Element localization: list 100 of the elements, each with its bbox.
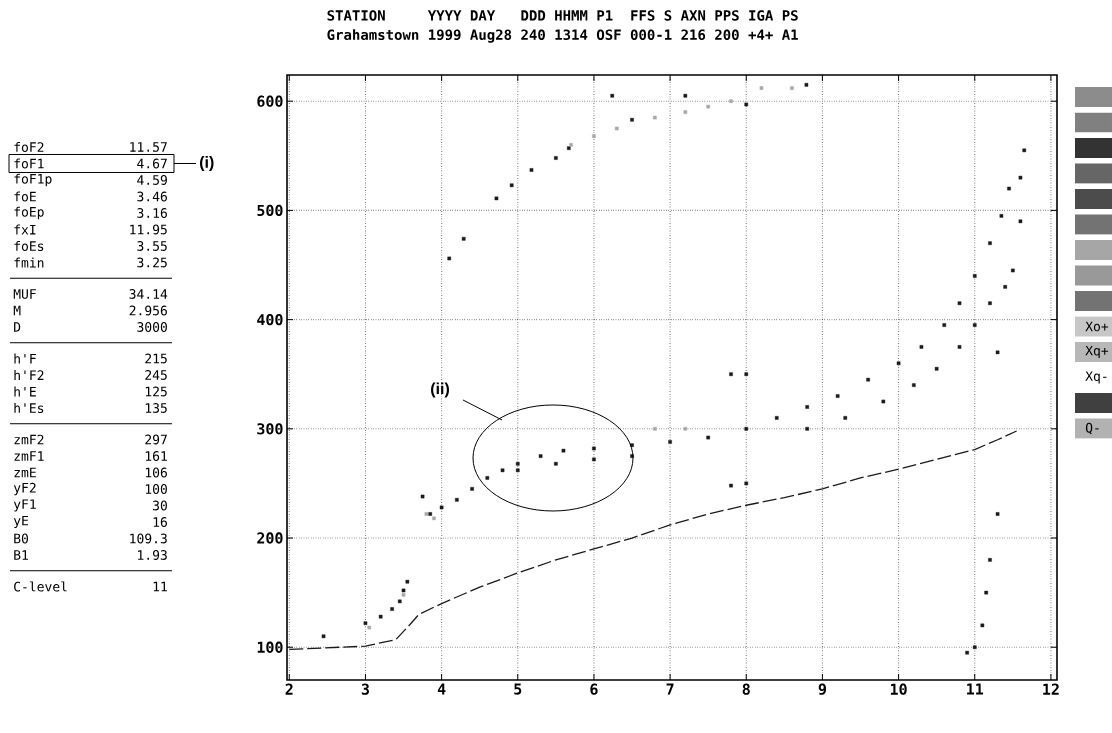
point xyxy=(1007,186,1011,191)
point xyxy=(515,468,520,473)
point xyxy=(378,614,383,619)
text: 4.67 xyxy=(137,158,167,169)
text: zmE xyxy=(14,467,36,478)
point xyxy=(610,93,615,98)
text: h'F xyxy=(14,353,36,364)
point xyxy=(896,361,901,366)
point xyxy=(881,399,886,404)
x-tick-label: 3 xyxy=(361,683,369,695)
text: 109.3 xyxy=(130,533,167,544)
point xyxy=(363,621,368,625)
point xyxy=(529,168,534,172)
point xyxy=(428,512,432,516)
text: 3.55 xyxy=(137,241,167,251)
point xyxy=(461,237,466,241)
point xyxy=(843,416,848,420)
point xyxy=(805,427,809,431)
text: fmin xyxy=(14,257,44,268)
point xyxy=(706,104,710,109)
point xyxy=(683,427,688,431)
text: 2.956 xyxy=(129,305,167,316)
point xyxy=(1011,268,1015,273)
point xyxy=(432,516,436,521)
text: foF2 xyxy=(14,141,44,153)
x-tick-label: 12 xyxy=(1043,683,1059,695)
point xyxy=(439,505,444,510)
text: foF1 xyxy=(14,158,44,169)
text: 4.59 xyxy=(137,175,167,185)
text: 11 xyxy=(153,581,167,592)
text: Q- xyxy=(1085,422,1099,435)
point xyxy=(984,590,988,595)
text: 11.95 xyxy=(130,224,167,235)
point xyxy=(1018,175,1023,180)
text: zmF2 xyxy=(14,434,44,445)
y-tick-label: 200 xyxy=(257,532,283,544)
point xyxy=(759,86,764,90)
point xyxy=(729,99,733,103)
x-tick-label: 9 xyxy=(818,683,826,695)
text: 3.16 xyxy=(137,208,167,218)
point xyxy=(912,383,916,387)
x-tick-label: 10 xyxy=(890,683,907,695)
point xyxy=(447,256,452,261)
point xyxy=(995,512,1000,516)
text: 215 xyxy=(145,353,167,364)
x-tick-label: 2 xyxy=(285,683,293,695)
y-tick-label: 100 xyxy=(257,641,283,653)
text: zmF1 xyxy=(14,451,44,461)
point xyxy=(805,405,809,409)
text: D xyxy=(14,322,21,332)
text: B0 xyxy=(14,533,29,544)
point xyxy=(1022,148,1027,153)
text: foEs xyxy=(14,240,44,252)
point xyxy=(592,134,596,138)
text: Xq- xyxy=(1085,371,1107,384)
point xyxy=(653,115,657,120)
text: 161 xyxy=(145,451,167,461)
point xyxy=(538,454,543,458)
point xyxy=(470,487,474,491)
point xyxy=(942,323,947,327)
point xyxy=(592,446,596,451)
point xyxy=(835,394,840,398)
point xyxy=(390,607,394,611)
text: 16 xyxy=(153,517,167,527)
x-tick-label: 11 xyxy=(967,683,984,695)
point xyxy=(729,483,733,488)
point xyxy=(500,468,505,473)
text: foE xyxy=(14,191,36,202)
point xyxy=(999,214,1004,218)
point xyxy=(614,126,619,131)
text: 34.14 xyxy=(129,289,168,299)
point xyxy=(424,512,429,516)
point xyxy=(744,427,749,431)
text: yF2 xyxy=(13,482,36,496)
text: h'F2 xyxy=(14,370,44,380)
point xyxy=(1003,285,1008,289)
text: Xq+ xyxy=(1085,345,1109,359)
point xyxy=(988,301,992,306)
text: (i) xyxy=(200,156,214,171)
text: foF1p xyxy=(14,173,52,187)
x-tick-label: 7 xyxy=(666,683,674,695)
text: Xo+ xyxy=(1085,321,1109,332)
point xyxy=(972,274,977,278)
point xyxy=(790,86,794,90)
point xyxy=(988,241,992,245)
point xyxy=(744,372,749,377)
text: 1.93 xyxy=(138,550,167,560)
text: 106 xyxy=(145,467,167,478)
point xyxy=(401,588,406,593)
point xyxy=(683,110,688,114)
text: h'Es xyxy=(14,402,44,414)
point xyxy=(804,83,809,87)
point xyxy=(934,366,939,371)
point xyxy=(509,183,514,188)
text: 245 xyxy=(145,370,167,380)
text: M xyxy=(13,305,21,316)
y-tick-label: 500 xyxy=(257,204,283,217)
point xyxy=(420,494,425,499)
y-tick-label: 400 xyxy=(257,313,283,326)
point xyxy=(957,301,962,306)
